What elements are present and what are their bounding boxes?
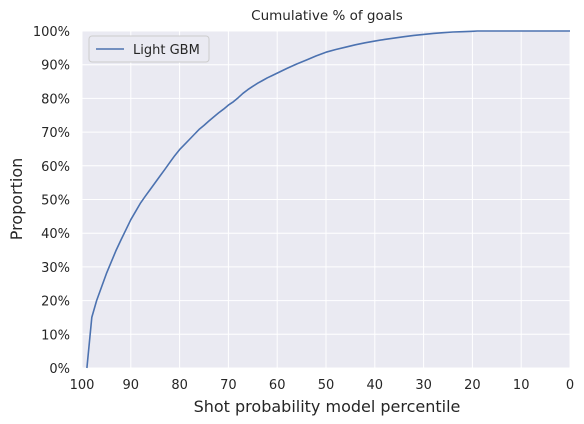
x-axis-ticks: 100 90 80 70 60 50 40 30 20 10 0: [70, 378, 575, 393]
x-tick-label: 0: [566, 378, 574, 393]
legend-box: [88, 35, 210, 63]
y-axis-label: Proportion: [7, 158, 26, 241]
y-tick-label: 100%: [33, 25, 70, 40]
x-tick-label: 30: [415, 378, 432, 393]
y-axis-ticks: 0% 10% 20% 30% 40% 50% 60% 70% 80% 90% 100%: [33, 25, 70, 377]
x-tick-label: 40: [367, 378, 384, 393]
x-tick-label: 60: [269, 378, 286, 393]
x-tick-label: 80: [171, 378, 188, 393]
y-tick-label: 0%: [49, 362, 70, 377]
legend: Light GBM: [88, 35, 210, 63]
y-tick-label: 20%: [41, 295, 70, 310]
y-tick-label: 60%: [41, 160, 70, 175]
legend-entry-label: Light GBM: [133, 43, 200, 58]
x-axis-label: Shot probability model percentile: [194, 397, 461, 416]
series-group: [86, 30, 570, 369]
y-tick-label: 50%: [41, 194, 70, 209]
y-tick-label: 30%: [41, 261, 70, 276]
x-tick-label: 70: [220, 378, 237, 393]
x-tick-label: 90: [123, 378, 140, 393]
x-tick-label: 50: [318, 378, 335, 393]
x-tick-label: 100: [70, 378, 95, 393]
series-line: [86, 30, 570, 369]
y-tick-label: 40%: [41, 227, 70, 242]
gridlines: [81, 30, 571, 369]
y-tick-label: 80%: [41, 92, 70, 107]
x-tick-label: 20: [464, 378, 481, 393]
x-tick-label: 10: [513, 378, 530, 393]
y-tick-label: 10%: [41, 328, 70, 343]
y-tick-label: 90%: [41, 59, 70, 74]
y-tick-label: 70%: [41, 126, 70, 141]
chart-title: Cumulative % of goals: [251, 8, 403, 24]
